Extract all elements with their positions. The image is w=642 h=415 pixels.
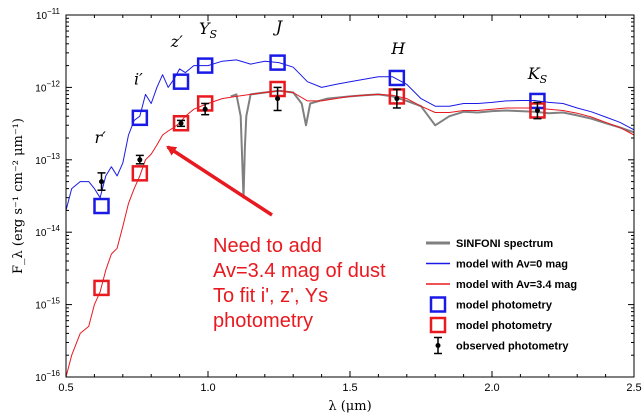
- y-tick-label: 10−15: [35, 297, 60, 312]
- band-label: r′: [94, 128, 106, 147]
- observed-point: [275, 96, 281, 102]
- band-label: z′: [170, 32, 183, 51]
- legend-label: model with Av=0 mag: [456, 259, 568, 271]
- y-tick-label: 10−16: [35, 369, 60, 384]
- annotation-line: To fit i', z', Ys: [213, 285, 328, 307]
- y-tick-label: 10−11: [36, 7, 61, 22]
- x-tick-label: 0.5: [58, 382, 73, 394]
- photometry-square: [131, 109, 149, 127]
- marker-layer: [93, 54, 546, 297]
- photometry-square: [172, 73, 190, 90]
- x-tick-label: 2.5: [626, 382, 641, 394]
- series-line-1: [66, 59, 634, 211]
- photometry-square: [269, 54, 286, 71]
- band-label: H: [390, 39, 406, 58]
- legend: SINFONI spectrum model with Av=0 mag model…: [426, 238, 577, 355]
- annotation-line: Need to add: [213, 235, 322, 257]
- legend-label: observed photometry: [456, 341, 569, 353]
- x-tick-label: 1.5: [342, 382, 357, 394]
- annotation: Need to add Av=3.4 mag of dust To fit i', …: [166, 145, 386, 332]
- observed-point: [178, 120, 184, 126]
- band-label-layer: r′ i′ z′ YS J H KS: [94, 17, 547, 147]
- photometry-square: [196, 57, 214, 74]
- series-layer: [66, 59, 634, 377]
- annotation-line: photometry: [213, 310, 313, 332]
- band-label: J: [273, 17, 284, 36]
- photometry-square: [131, 165, 149, 182]
- photometry-square: [93, 197, 110, 215]
- y-tick-label: 10−13: [35, 152, 60, 167]
- legend-swatch-point: [435, 343, 441, 348]
- legend-label: model with Av=3.4 mag: [456, 279, 577, 291]
- observed-point: [99, 179, 104, 185]
- annotation-arrow: [166, 145, 273, 217]
- legend-swatch: [429, 316, 447, 334]
- band-label: i′: [134, 69, 143, 88]
- x-axis-title: λ (μm): [328, 399, 371, 414]
- y-tick-label: 10−14: [35, 224, 60, 239]
- photometry-square: [93, 279, 110, 297]
- series-line-0: [230, 89, 634, 199]
- legend-swatch: [429, 296, 447, 313]
- observed-point: [202, 106, 208, 112]
- legend-label: model photometry: [456, 300, 553, 312]
- annotation-line: Av=3.4 mag of dust: [213, 260, 386, 282]
- x-tick-label: 2.0: [484, 382, 499, 394]
- band-label: YS: [199, 19, 218, 41]
- photometry-square: [172, 114, 190, 132]
- observed-point: [137, 157, 143, 163]
- legend-label: model photometry: [456, 320, 553, 332]
- x-tick-label: 1.0: [200, 382, 215, 394]
- y-tick-label: 10−12: [35, 79, 60, 94]
- band-label: KS: [527, 64, 548, 86]
- y-axis-title: F_λ (erg s⁻¹ cm⁻² μm⁻¹): [11, 118, 26, 274]
- photometry-square: [388, 69, 406, 87]
- axis-layer: 0.5 1.0 1.5 2.0 2.5 10−16 10−15 10−14 10−13 10−12…: [35, 7, 641, 394]
- series-line-2: [66, 90, 634, 377]
- observed-point: [394, 96, 400, 102]
- legend-label: SINFONI spectrum: [456, 238, 553, 250]
- observed-point: [534, 107, 540, 113]
